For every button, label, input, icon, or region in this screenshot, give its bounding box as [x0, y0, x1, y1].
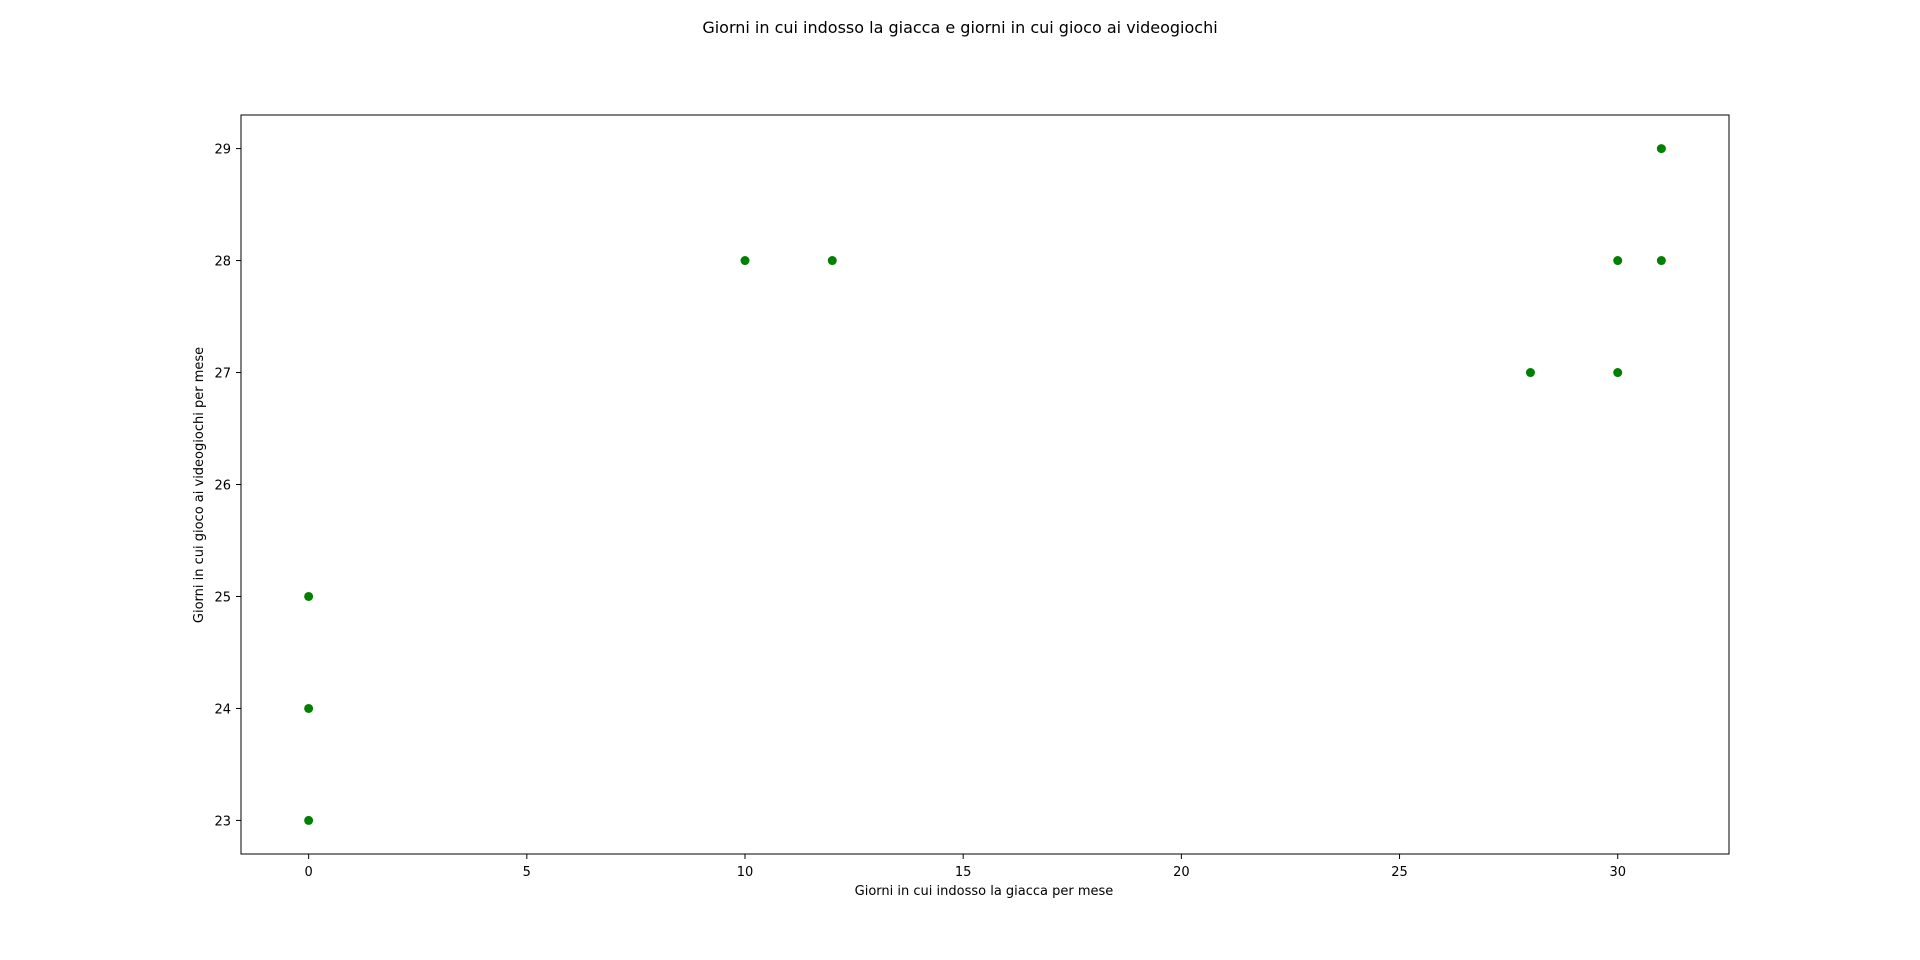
scatter-point — [304, 815, 314, 825]
scatter-point — [1613, 256, 1623, 266]
y-tick-label: 25 — [214, 590, 231, 605]
scatter-point — [740, 256, 750, 266]
x-tick-label: 30 — [1609, 865, 1626, 880]
y-axis: 23 24 25 26 27 28 29 — [214, 143, 241, 829]
scatter-point — [1613, 368, 1623, 378]
x-axis-label: Giorni in cui indosso la giacca per mese — [855, 884, 1114, 899]
scatter-point — [1656, 256, 1666, 266]
plot-area — [240, 114, 1730, 855]
y-axis-label: Giorni in cui gioco ai videogiochi per m… — [192, 347, 207, 623]
scatter-point — [1656, 144, 1666, 154]
y-tick-label: 29 — [214, 143, 231, 158]
x-tick-label: 25 — [1391, 865, 1408, 880]
x-tick-label: 15 — [955, 865, 972, 880]
scatter-point — [827, 256, 837, 266]
x-tick-label: 5 — [523, 865, 531, 880]
scatter-point — [1525, 368, 1535, 378]
y-tick-label: 27 — [214, 367, 231, 382]
y-tick-label: 28 — [214, 255, 231, 270]
y-tick-label: 23 — [214, 814, 231, 829]
x-tick-label: 20 — [1173, 865, 1190, 880]
x-tick-label: 10 — [737, 865, 754, 880]
y-tick-label: 26 — [214, 479, 231, 494]
x-axis: 0 5 10 15 20 25 30 — [304, 854, 1626, 880]
chart-title: Giorni in cui indosso la giacca e giorni… — [702, 18, 1217, 37]
scatter-point — [304, 591, 314, 601]
scatter-point — [304, 703, 314, 713]
y-tick-label: 24 — [214, 702, 231, 717]
x-tick-label: 0 — [304, 865, 312, 880]
data-points — [304, 144, 1666, 825]
